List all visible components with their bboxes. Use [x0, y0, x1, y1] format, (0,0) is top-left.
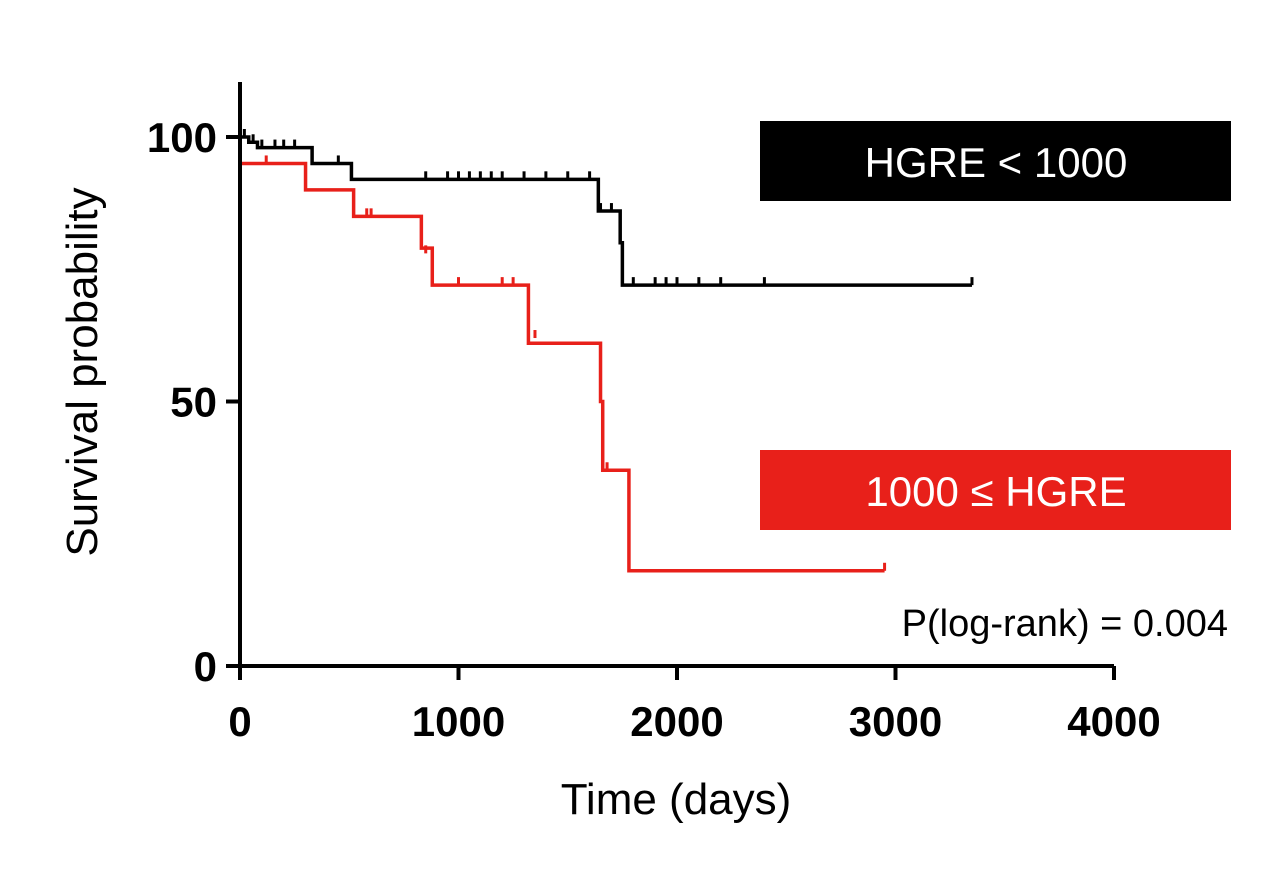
- x-tick-label: 0: [228, 698, 251, 745]
- legend-label-suffix: HGRE: [994, 468, 1127, 515]
- y-tick-label: 50: [170, 379, 217, 426]
- pvalue-annotation: P(log-rank) = 0.004: [902, 603, 1228, 645]
- x-axis-title: Time (days): [561, 775, 792, 824]
- x-tick-label: 1000: [412, 698, 505, 745]
- legend-label-symbol: ≤: [971, 468, 994, 515]
- y-tick-label: 0: [194, 643, 217, 690]
- legend-box-hgre-low: [760, 121, 1231, 201]
- plot-area: [240, 129, 974, 573]
- y-tick-label: 100: [147, 114, 217, 161]
- axes: 0 1000 2000 3000 4000 0 50 100: [147, 82, 1161, 745]
- legend-box-hgre-high: [760, 450, 1231, 530]
- x-tick-label: 4000: [1067, 698, 1160, 745]
- x-tick-label: 3000: [849, 698, 942, 745]
- legend-label-prefix: 1000: [865, 468, 970, 515]
- y-axis-title: Survival probability: [58, 187, 107, 556]
- survival-curve-1: [240, 135, 972, 287]
- legend-label-hgre-high: 1000 ≤ HGRE: [865, 468, 1126, 515]
- survival-curve-2: [240, 161, 885, 573]
- legend-label-hgre-low: HGRE < 1000: [865, 139, 1128, 186]
- legend-item-hgre-high: 1000 ≤ HGRE: [760, 450, 1231, 530]
- legend-item-hgre-low: HGRE < 1000: [760, 121, 1231, 201]
- x-tick-label: 2000: [630, 698, 723, 745]
